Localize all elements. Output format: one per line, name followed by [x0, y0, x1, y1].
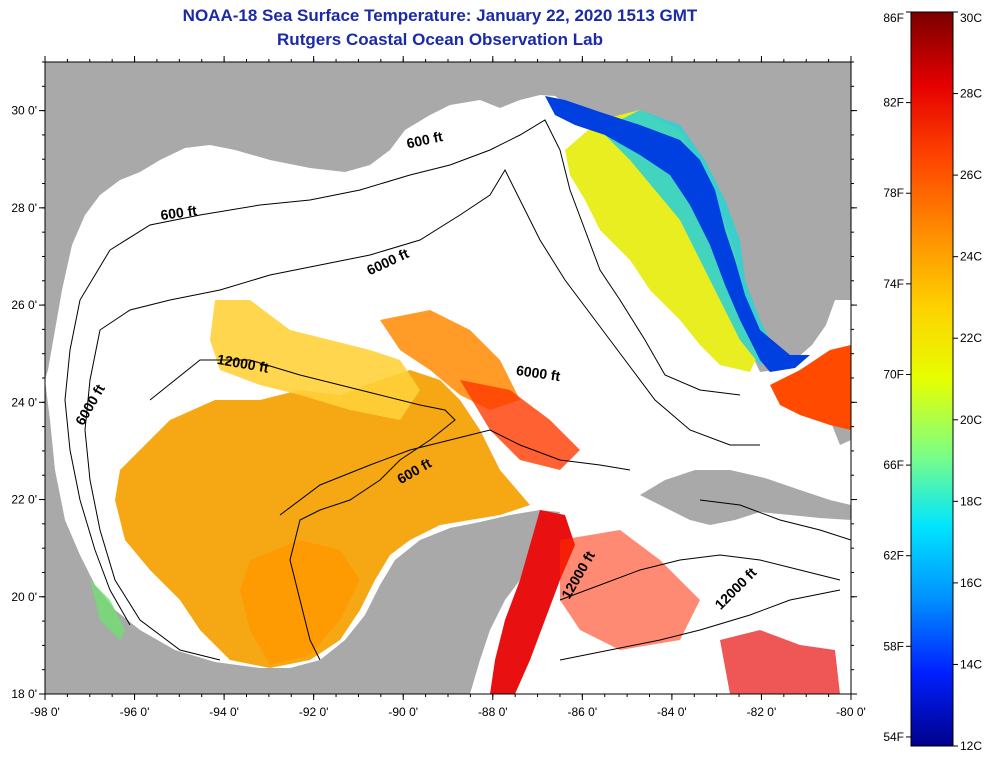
lon-tick-label: -98 0' [30, 705, 60, 719]
sst-patch-florida-shelf-yellow [565, 110, 760, 372]
celsius-label: 18C [960, 494, 982, 508]
contour-600ft-south [279, 429, 631, 516]
fahrenheit-label: 62F [883, 549, 904, 563]
lat-tick-label: 22 0' [11, 493, 37, 507]
lat-tick-label: 20 0' [11, 590, 37, 604]
contour-12000ft-caribbean-2 [559, 589, 841, 661]
contour-label: 6000 ft [515, 362, 561, 384]
celsius-label: 12C [960, 739, 982, 753]
lat-tick-label: 26 0' [11, 298, 37, 312]
fahrenheit-label: 74F [883, 277, 904, 291]
lon-tick-label: -80 0' [836, 705, 866, 719]
fahrenheit-label: 54F [883, 730, 904, 744]
sst-patch-west-coast-green [90, 580, 125, 640]
celsius-label: 26C [960, 168, 982, 182]
contour-caribbean-3 [699, 499, 851, 541]
sst-data-layer [90, 96, 851, 694]
contour-6000ft-west [84, 329, 221, 661]
colorbar [910, 11, 954, 747]
fahrenheit-label: 86F [883, 11, 904, 25]
lat-tick-label: 18 0' [11, 687, 37, 701]
lon-tick-label: -86 0' [568, 705, 598, 719]
contour-6000ft-north [99, 168, 760, 446]
contour-12000ft [149, 359, 456, 661]
celsius-label: 22C [960, 331, 982, 345]
map-title: NOAA-18 Sea Surface Temperature: January… [182, 6, 698, 25]
contour-600ft-west [64, 249, 131, 626]
sst-patch-florida-shelf-cyan [600, 110, 775, 365]
sst-patch-south-caribbean [720, 630, 840, 694]
contour-600ft-north [109, 119, 741, 396]
mexico-land [45, 380, 560, 694]
fahrenheit-label: 78F [883, 186, 904, 200]
lat-tick-label: 24 0' [11, 395, 37, 409]
celsius-label: 14C [960, 657, 982, 671]
sst-patch-west-central [115, 370, 530, 668]
contour-label: 600 ft [405, 128, 444, 151]
contour-12000ft-caribbean [559, 554, 841, 601]
map-axes: -98 0' -96 0' -94 0' -92 0' -90 0' -88 0' -86 … [11, 56, 866, 719]
contour-label: 600 ft [159, 202, 198, 223]
celsius-label: 24C [960, 250, 982, 264]
fahrenheit-label: 82F [883, 96, 904, 110]
map-subtitle: Rutgers Coastal Ocean Observation Lab [277, 30, 603, 49]
celsius-label: 30C [960, 11, 982, 25]
fahrenheit-label: 66F [883, 458, 904, 472]
celsius-label: 20C [960, 413, 982, 427]
lon-tick-label: -94 0' [209, 705, 239, 719]
celsius-label: 16C [960, 576, 982, 590]
sst-patch-central-yellow [210, 300, 420, 420]
lon-tick-label: -96 0' [120, 705, 150, 719]
lon-tick-label: -88 0' [478, 705, 508, 719]
cuba-land [640, 470, 851, 525]
lat-tick-label: 28 0' [11, 201, 37, 215]
lon-tick-label: -82 0' [747, 705, 777, 719]
sst-patch-florida-strait [770, 345, 851, 430]
fahrenheit-label: 70F [883, 367, 904, 381]
fahrenheit-label: 58F [883, 639, 904, 653]
sst-patch-yucatan-red [490, 510, 575, 694]
lon-tick-label: -90 0' [388, 705, 418, 719]
celsius-label: 28C [960, 87, 982, 101]
lon-tick-label: -92 0' [299, 705, 329, 719]
sst-patch-caribbean-red [560, 530, 700, 650]
bathymetry-contours [64, 119, 851, 661]
sst-patch-south-orange [240, 540, 360, 665]
lon-tick-label: -84 0' [657, 705, 687, 719]
sst-patch-east-red [460, 380, 580, 470]
lat-tick-label: 30 0' [11, 104, 37, 118]
colorbar-labels: 30C 28C 26C 24C 22C 20C 18C 16C 14C 12C 86F 82F 78F 7… [883, 11, 982, 753]
sst-patch-florida-coast-blue [545, 96, 810, 372]
